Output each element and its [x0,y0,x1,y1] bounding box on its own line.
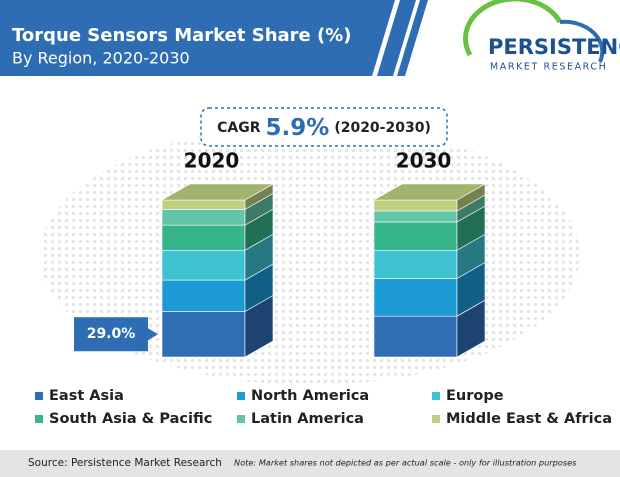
x-tick-label: 2020 [184,149,240,173]
bar-segment [373,199,458,212]
legend-swatch [432,392,440,400]
footer-note: Note: Market shares not depicted as per … [234,458,577,468]
bar-segment [161,311,246,358]
cagr-box [200,107,448,147]
cagr-value: 5.9% [266,115,330,141]
legend-swatch [432,415,440,423]
bar-segment [161,249,246,281]
value-label-box [74,317,158,352]
legend-swatch [35,392,43,400]
bar-segment [161,224,246,251]
logo-swoosh [463,0,563,57]
legend-label: North America [251,388,369,404]
x-tick-label: 2030 [396,149,452,173]
cagr-label: CAGR [217,120,261,136]
legend-label: Europe [446,388,504,404]
footer-source: Source: Persistence Market Research [28,457,222,469]
chart-subtitle: By Region, 2020-2030 [12,49,190,68]
bar-top [160,183,275,201]
legend-swatch [237,415,245,423]
cagr-text: CAGR 5.9% (2020-2030) [217,115,431,141]
header-stripe [397,0,428,76]
bar-segment [373,249,458,279]
bar-segment [161,209,246,226]
bar-segment [161,199,246,210]
bar-segment [373,221,458,251]
logo-name: PERSISTENCE [488,35,620,59]
legend-swatch [35,415,43,423]
legend-label: Latin America [251,411,364,427]
legend-label: Middle East & Africa [446,411,612,427]
footer-band [0,450,620,477]
bar-segment [373,210,458,223]
header-band [0,0,395,76]
chart-title: Torque Sensors Market Share (%) [12,25,352,46]
legend-label: South Asia & Pacific [49,411,212,427]
logo-tagline: MARKET RESEARCH [490,62,607,73]
header-stripe [377,0,416,76]
value-label: 29.0% [87,326,136,342]
bar-segment [373,278,458,317]
cagr-period: (2020-2030) [334,120,431,136]
legend-label: East Asia [49,388,124,404]
legend-swatch [237,392,245,400]
bar-segment [161,279,246,312]
bar-top [372,183,487,201]
bar-segment [373,315,458,358]
logo-swoosh [559,19,605,63]
